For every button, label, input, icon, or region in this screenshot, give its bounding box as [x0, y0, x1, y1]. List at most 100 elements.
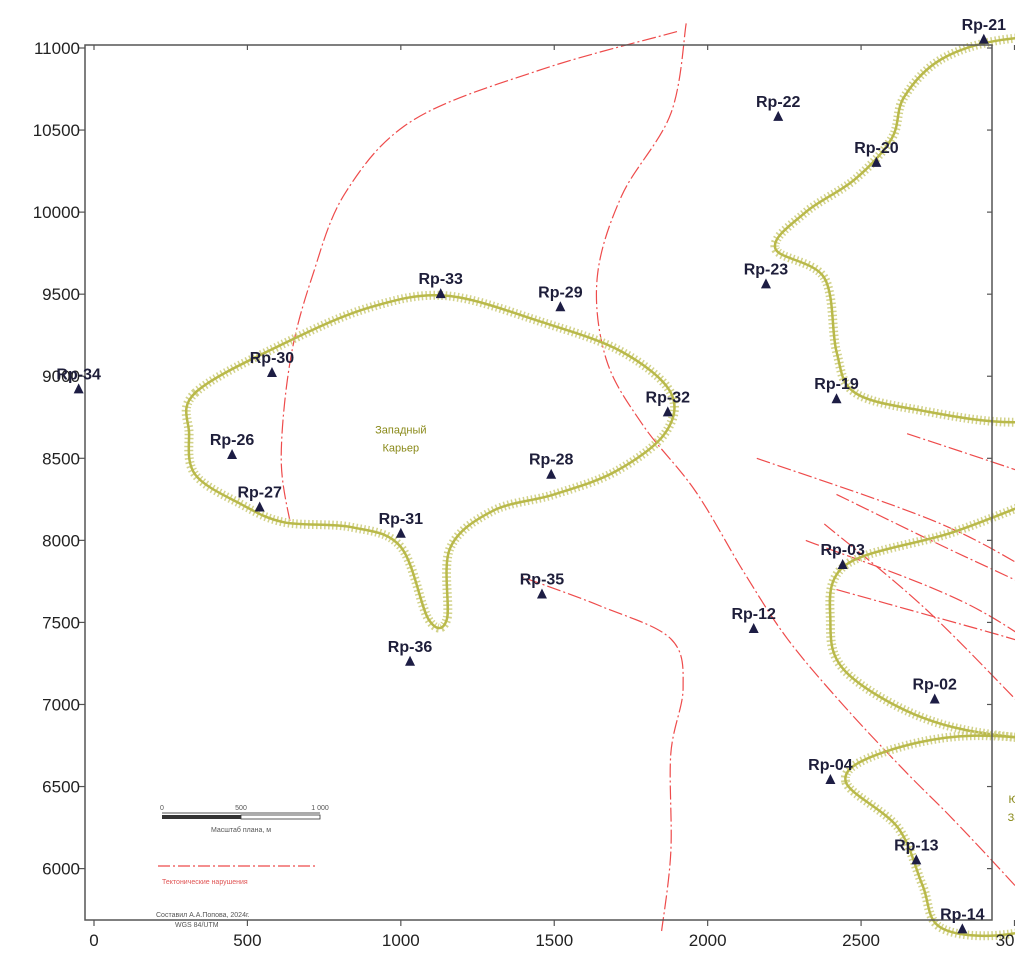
pit-hatch-south — [840, 731, 1015, 941]
station: Rp-35 — [520, 572, 564, 599]
credit-line-1: Составил А.А.Попова, 2024г. — [156, 912, 250, 919]
pit-label-south: Южная — [1008, 794, 1015, 806]
pit-outline-west — [184, 294, 676, 630]
triangle-icon — [405, 655, 416, 666]
fault-line — [280, 31, 678, 524]
triangle-icon — [395, 527, 406, 538]
y-tick-label: 9000 — [42, 367, 80, 386]
fault-caption: Тектонические нарушения — [162, 879, 248, 886]
y-tick-label: 10500 — [33, 121, 80, 140]
y-tick-label: 7500 — [42, 613, 80, 632]
triangle-icon — [978, 33, 989, 44]
station: Rp-19 — [814, 376, 859, 404]
triangle-icon — [957, 923, 968, 934]
triangle-icon — [911, 854, 922, 865]
pit-label-west: Западный — [375, 425, 426, 437]
fault-line — [520, 575, 684, 932]
pit-labels: СеверныйКарьерЗападныйКарьерГлавныйКарье… — [375, 425, 1015, 824]
station-label: Rp-14 — [940, 906, 985, 923]
x-tick-label: 1500 — [535, 931, 573, 950]
station-label: Rp-34 — [56, 366, 101, 383]
station-label: Rp-32 — [646, 389, 691, 406]
triangle-icon — [546, 468, 557, 479]
fault-line — [805, 539, 1015, 633]
station-label: Rp-04 — [808, 757, 853, 774]
station-label: Rp-31 — [379, 511, 424, 528]
fault-line — [595, 23, 1015, 887]
triangle-icon — [435, 288, 446, 299]
station: Rp-27 — [237, 485, 282, 512]
station: Rp-28 — [529, 452, 574, 479]
station-label: Rp-21 — [962, 17, 1007, 34]
station: Rp-20 — [854, 140, 899, 167]
triangle-icon — [254, 501, 265, 512]
triangle-icon — [929, 693, 940, 704]
scale-tick-0: 0 — [160, 805, 164, 812]
pit-label-south: Залежь — [1008, 812, 1015, 824]
station-label: Rp-30 — [250, 350, 295, 367]
station: Rp-32 — [646, 389, 691, 417]
station: Rp-29 — [538, 284, 583, 312]
station: Rp-26 — [210, 432, 255, 460]
y-tick-label: 9500 — [42, 285, 80, 304]
fault-line — [836, 589, 1015, 641]
station-label: Rp-26 — [210, 432, 255, 449]
fault-lines — [280, 23, 1015, 932]
station-label: Rp-27 — [237, 485, 282, 502]
y-tick-label: 6000 — [42, 860, 80, 879]
station: Rp-02 — [912, 677, 957, 704]
triangle-icon — [825, 773, 836, 784]
y-tick-label: 7000 — [42, 695, 80, 714]
map-legend: 0 500 1 000 Масштаб плана, м Тектоническ… — [156, 805, 329, 929]
pit-hatch-north — [770, 33, 1015, 427]
x-tick-label: 2000 — [689, 931, 727, 950]
station-label: Rp-20 — [854, 140, 899, 157]
triangle-icon — [555, 301, 566, 312]
pit-hatch-west — [181, 290, 679, 633]
y-tick-label: 11000 — [34, 39, 80, 58]
x-tick-label: 500 — [233, 931, 261, 950]
x-tick-label: 3000 — [996, 931, 1015, 950]
y-tick-label: 8000 — [42, 531, 80, 550]
map-frame: 0500100015002000250030003500400045005000… — [33, 39, 1015, 950]
triangle-icon — [760, 278, 771, 289]
scale-tick-500: 500 — [235, 805, 247, 812]
pit-outline-main — [828, 507, 1015, 739]
triangle-icon — [837, 558, 848, 569]
scale-tick-1000: 1 000 — [311, 805, 329, 812]
pit-outline-south — [844, 734, 1015, 938]
station: Rp-21 — [962, 17, 1007, 44]
triangle-icon — [73, 383, 84, 394]
station: Rp-36 — [388, 639, 432, 666]
triangle-icon — [831, 393, 842, 404]
credit-line-2: WGS 84/UTM — [175, 922, 219, 929]
station: Rp-13 — [894, 837, 939, 865]
station: Rp-34 — [56, 366, 101, 394]
triangle-icon — [773, 110, 784, 121]
triangle-icon — [748, 622, 759, 633]
station: Rp-04 — [808, 757, 853, 784]
station-label: Rp-23 — [744, 261, 789, 278]
stations: Rp-21Rp-22Rp-20Rp-17Rp-23Rp-18Rp-16Rp-33… — [56, 17, 1007, 934]
fault-line — [823, 523, 1015, 700]
fault-line — [906, 433, 1015, 471]
triangle-icon — [662, 406, 673, 417]
pit-outline-north — [773, 36, 1015, 424]
station: Rp-12 — [731, 606, 776, 633]
triangle-icon — [536, 588, 547, 599]
pit-hatch-main — [825, 503, 1015, 742]
pit-label-west: Карьер — [383, 443, 420, 455]
triangle-icon — [227, 449, 238, 460]
x-tick-label: 1000 — [382, 931, 420, 950]
triangle-icon — [871, 156, 882, 167]
station: Rp-22 — [756, 94, 801, 121]
station-label: Rp-29 — [538, 284, 583, 301]
x-tick-label: 0 — [89, 931, 98, 950]
station-label: Rp-13 — [894, 837, 939, 854]
station-label: Rp-22 — [756, 94, 801, 111]
station-label: Rp-33 — [418, 271, 463, 288]
station: Rp-03 — [820, 542, 865, 569]
map-border — [84, 44, 993, 921]
fault-line — [756, 457, 1015, 563]
station: Rp-33 — [418, 271, 463, 299]
